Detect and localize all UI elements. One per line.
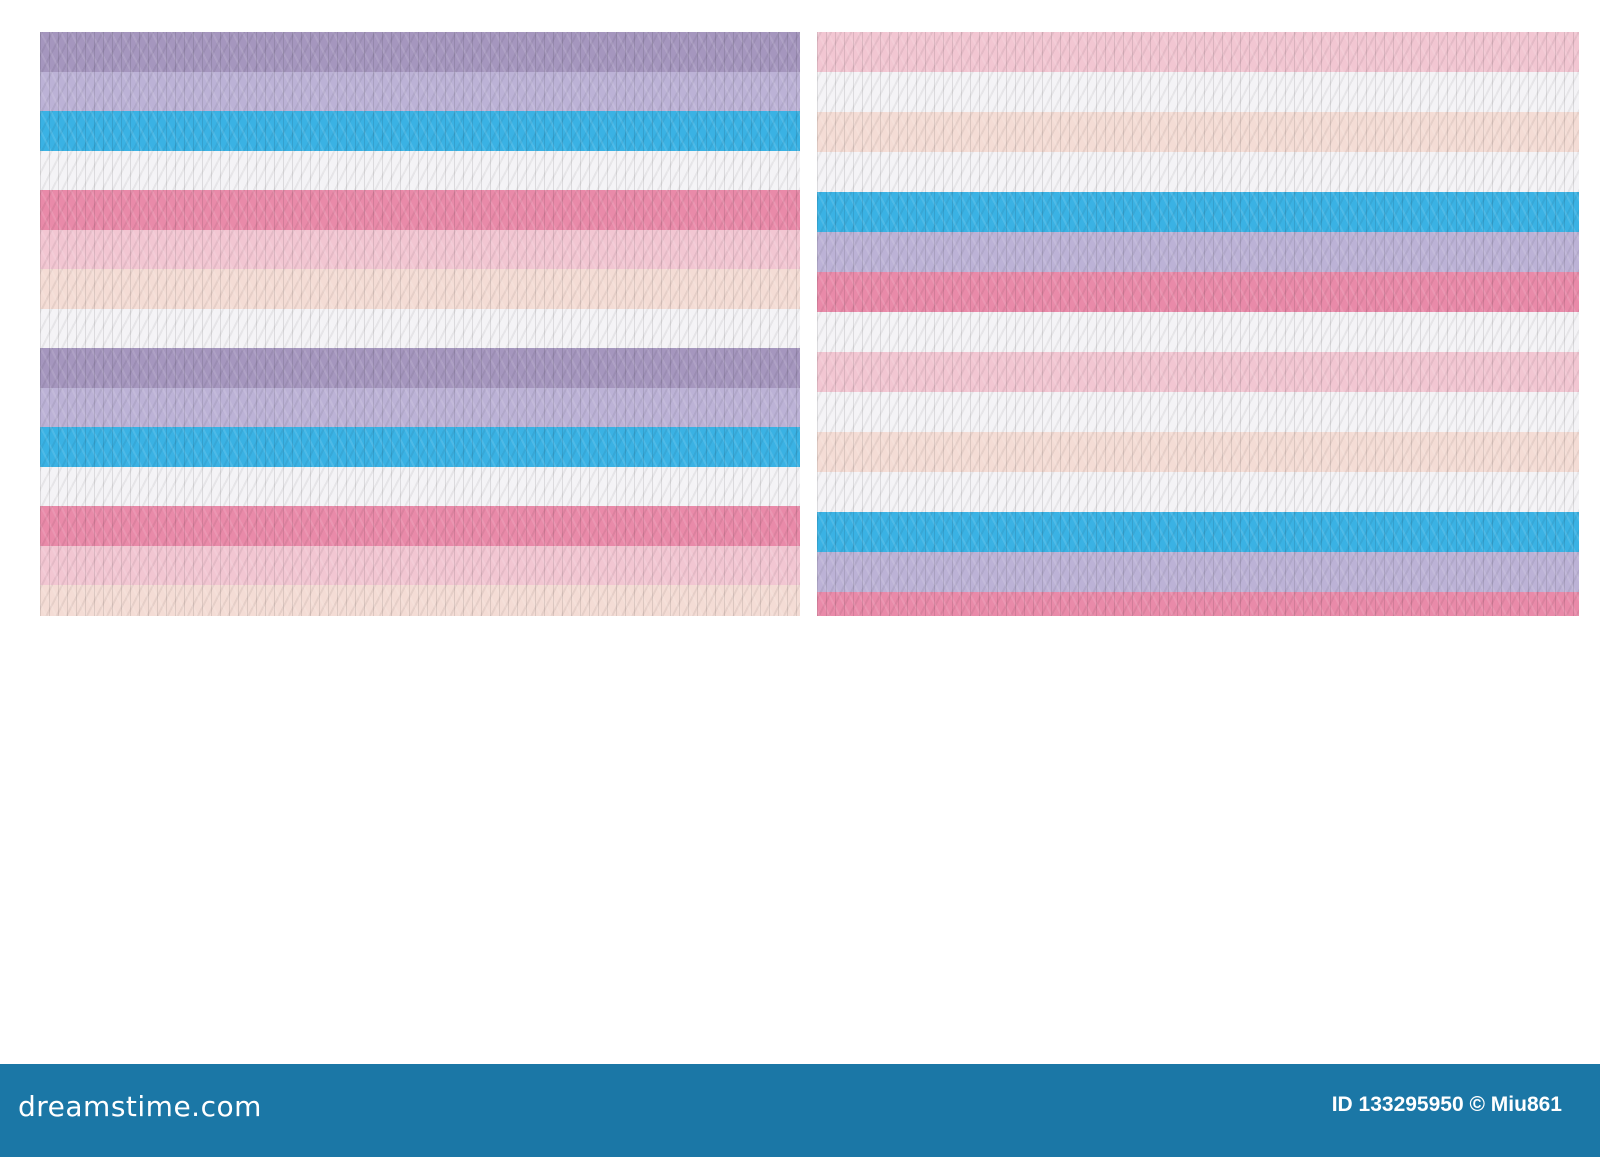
- knit-stripe-lavender: [817, 232, 1579, 273]
- knit-stripe-pink: [817, 592, 1579, 616]
- knit-stripe-blue: [40, 427, 800, 468]
- knit-stripe-lavender: [40, 71, 800, 112]
- knit-stripe-white: [817, 472, 1579, 513]
- knit-stripe-white: [817, 72, 1579, 113]
- knit-stripe-cream: [40, 269, 800, 310]
- knit-stripe-lavender: [817, 552, 1579, 593]
- knit-stripe-white: [817, 392, 1579, 433]
- knit-stripe-blue: [817, 192, 1579, 233]
- knit-stripe-cream: [40, 585, 800, 616]
- knit-stripe-purple: [40, 32, 800, 73]
- knit-stripe-pink: [817, 272, 1579, 313]
- knit-stripe-light-pink: [817, 32, 1579, 73]
- brand-logo-text: dreamstime.com: [18, 1090, 262, 1123]
- knit-stripe-white: [40, 308, 800, 349]
- footer-bar: [0, 1064, 1600, 1157]
- knit-stripe-light-pink: [40, 545, 800, 586]
- stock-id-text: ID 133295950 © Miu861: [1331, 1093, 1562, 1116]
- knit-stripe-pink: [40, 506, 800, 547]
- knit-stripe-cream: [817, 432, 1579, 473]
- knit-stripe-white: [817, 312, 1579, 353]
- knit-stripe-white: [40, 150, 800, 191]
- knit-stripe-white: [40, 466, 800, 507]
- left-knit-pattern: [40, 32, 800, 616]
- knit-stripe-light-pink: [40, 229, 800, 270]
- right-knit-pattern: [817, 32, 1579, 616]
- knit-stripe-white: [817, 152, 1579, 193]
- knit-stripe-pink: [40, 190, 800, 231]
- knit-stripe-blue: [817, 512, 1579, 553]
- knit-stripe-purple: [40, 348, 800, 389]
- knit-stripe-lavender: [40, 387, 800, 428]
- knit-stripe-light-pink: [817, 352, 1579, 393]
- knit-stripe-cream: [817, 112, 1579, 153]
- knit-stripe-blue: [40, 111, 800, 152]
